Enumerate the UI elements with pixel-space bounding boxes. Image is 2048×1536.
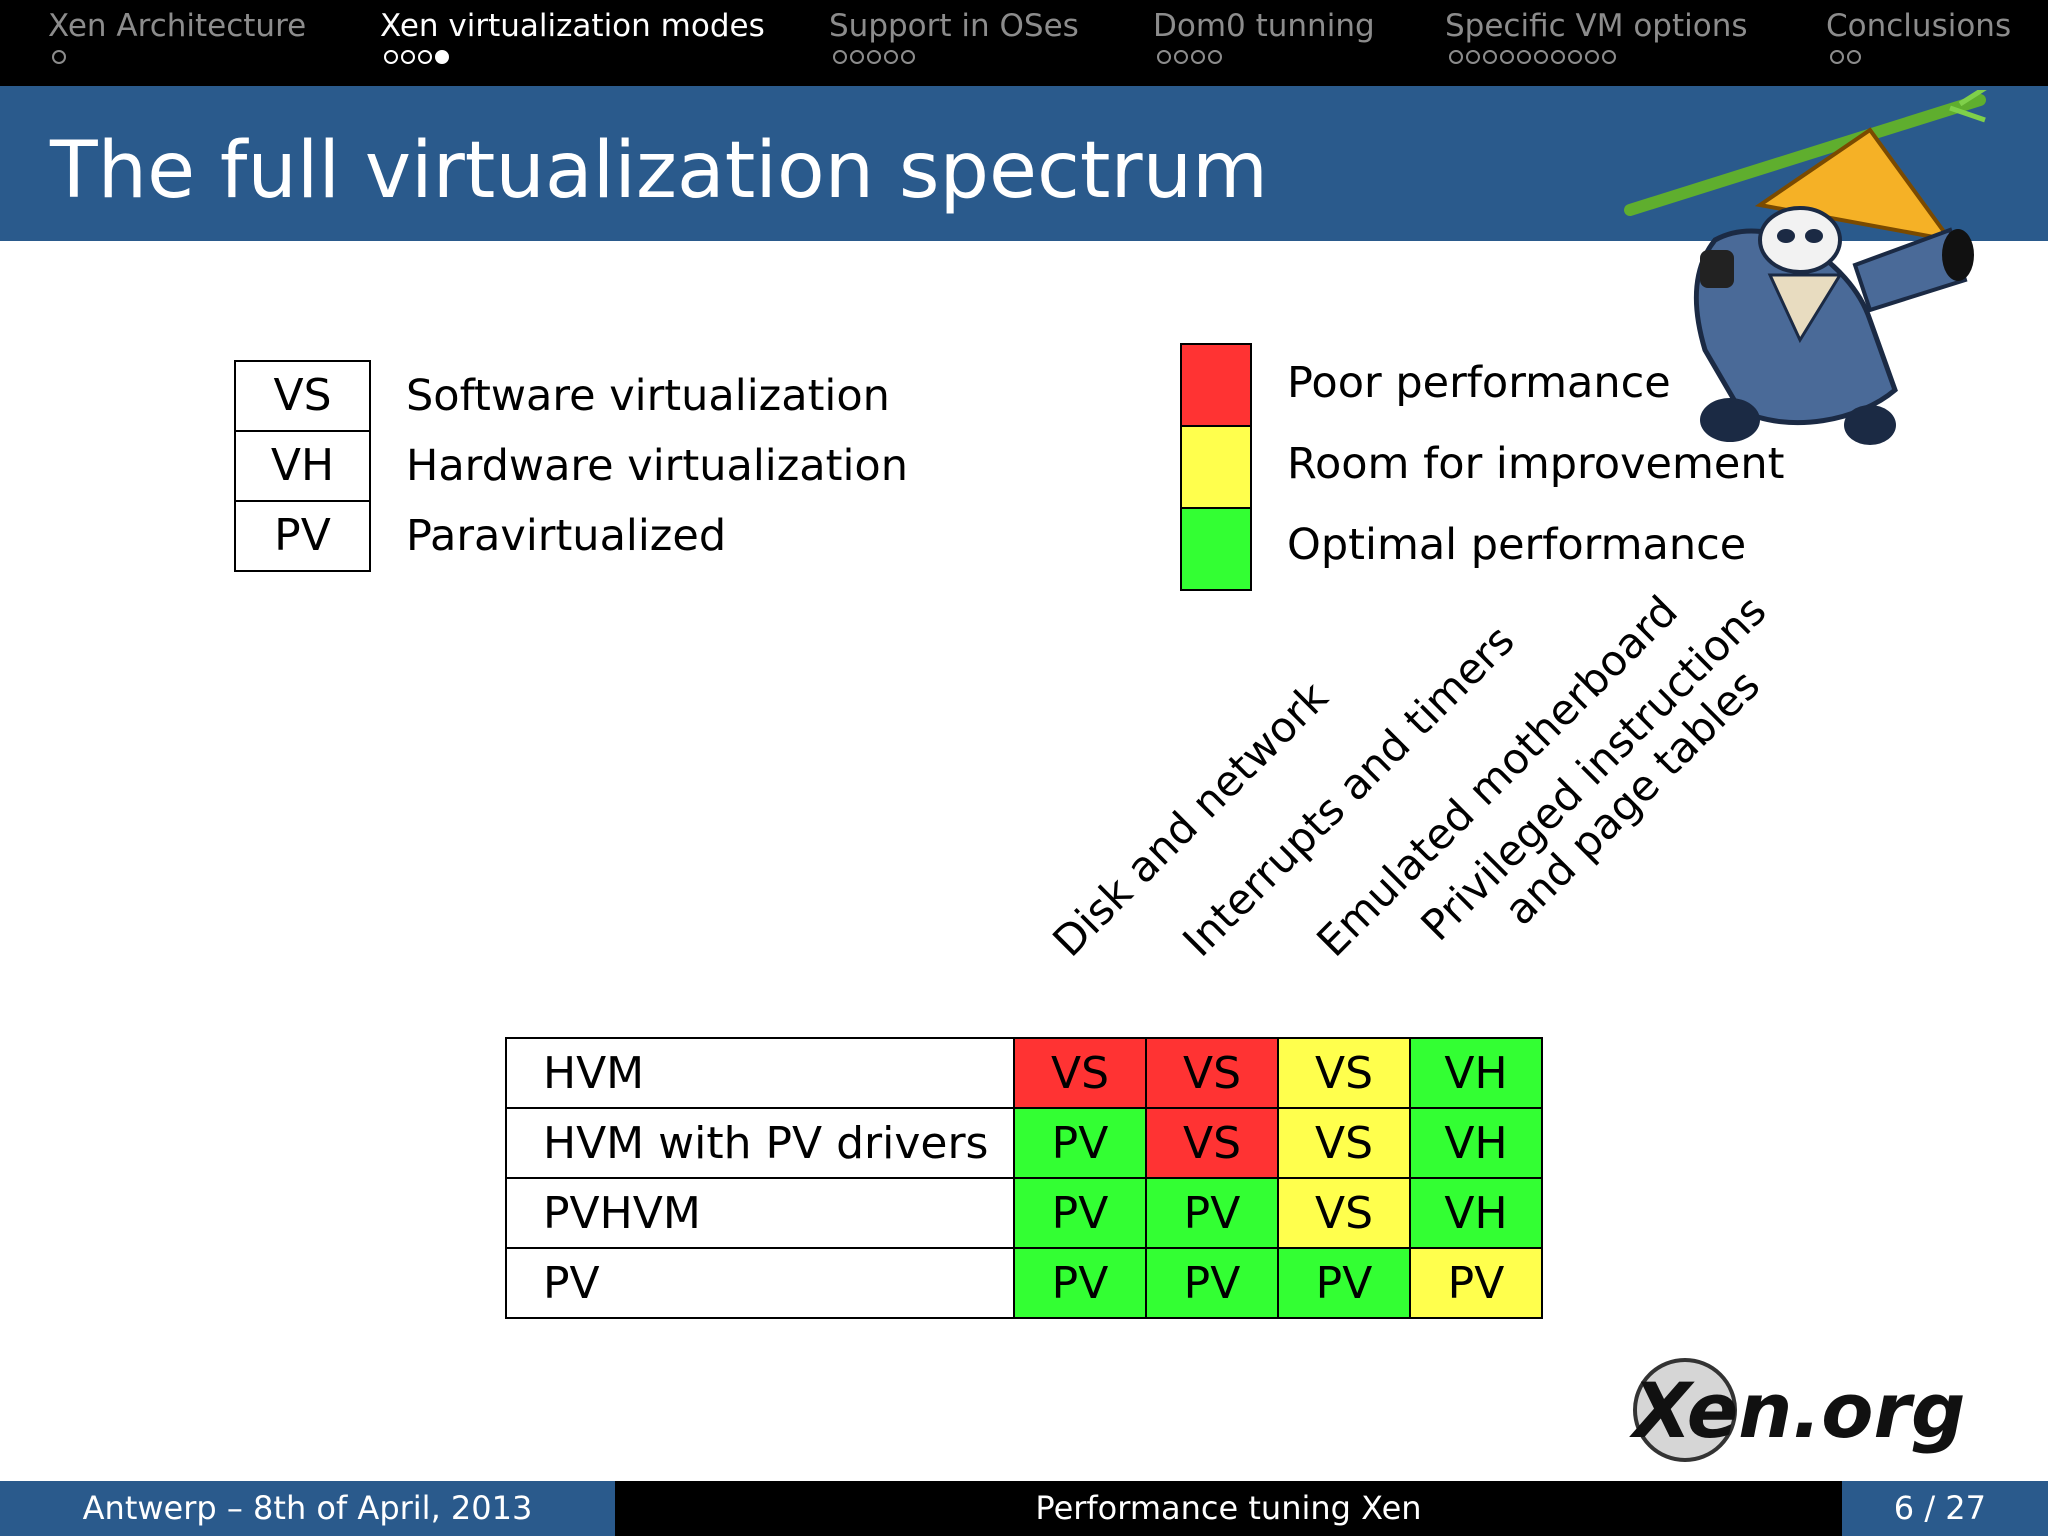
section-navigation: Xen Architecture Xen virtualization mode… [0, 0, 2048, 86]
footer: Antwerp – 8th of April, 2013 Performance… [0, 1481, 2048, 1536]
nav-frame-dot[interactable] [1449, 50, 1463, 64]
nav-frame-dot[interactable] [1191, 50, 1205, 64]
nav-frame-dot[interactable] [1483, 50, 1497, 64]
nav-frame-dot[interactable] [1602, 50, 1616, 64]
table-row: HVM VS VS VS VH [505, 1037, 1543, 1109]
nav-frame-dot[interactable] [401, 50, 415, 64]
label-poor-performance: Poor performance [1287, 358, 1671, 408]
matrix-cell: VH [1409, 1107, 1543, 1179]
nav-frame-dot[interactable] [1174, 50, 1188, 64]
column-header-line-2: and page tables [1494, 660, 1770, 935]
nav-frame-dot[interactable] [1157, 50, 1171, 64]
nav-section-conclusions[interactable]: Conclusions [1826, 6, 2011, 64]
table-row: HVM with PV drivers PV VS VS VH [505, 1107, 1543, 1179]
nav-frame-dot[interactable] [1534, 50, 1548, 64]
row-label: HVM [505, 1037, 1015, 1109]
title-bar: The full virtualization spectrum [0, 86, 2048, 241]
nav-frame-dot[interactable] [1847, 50, 1861, 64]
nav-frame-dots [1830, 50, 2011, 64]
nav-frame-dot[interactable] [833, 50, 847, 64]
matrix-cell: VS [1277, 1107, 1411, 1179]
matrix-cell: VS [1013, 1037, 1147, 1109]
matrix-cell: VH [1409, 1037, 1543, 1109]
label-optimal-performance: Optimal performance [1287, 520, 1747, 570]
swatch-optimal [1182, 509, 1250, 589]
xen-org-logo-text: Xen.org [1629, 1366, 1965, 1455]
matrix-cell: VS [1145, 1037, 1279, 1109]
footer-talk-title: Performance tuning Xen [615, 1481, 1842, 1536]
matrix-cell: VS [1277, 1037, 1411, 1109]
nav-frame-dot[interactable] [1517, 50, 1531, 64]
nav-section-specific-vm-options[interactable]: Specific VM options [1445, 6, 1748, 64]
nav-frame-dot[interactable] [1830, 50, 1844, 64]
row-label: PV [505, 1247, 1015, 1319]
nav-frame-dot[interactable] [1466, 50, 1480, 64]
performance-color-legend [1180, 343, 1252, 591]
nav-frame-dot[interactable] [435, 50, 449, 64]
nav-section-title: Dom0 tunning [1153, 8, 1375, 44]
nav-section-title: Support in OSes [829, 8, 1079, 44]
nav-frame-dot[interactable] [1208, 50, 1222, 64]
nav-section-title: Specific VM options [1445, 8, 1748, 44]
matrix-cell: PV [1145, 1177, 1279, 1249]
mode-legend-box: VS VH PV [234, 360, 371, 572]
table-row: PVHVM PV PV VS VH [505, 1177, 1543, 1249]
nav-frame-dot[interactable] [52, 50, 66, 64]
xen-org-logo: Xen.org [1629, 1358, 1965, 1462]
nav-frame-dot[interactable] [1551, 50, 1565, 64]
nav-frame-dot[interactable] [884, 50, 898, 64]
slide-title: The full virtualization spectrum [50, 126, 1268, 216]
nav-frame-dot[interactable] [418, 50, 432, 64]
nav-section-xen-architecture[interactable]: Xen Architecture [48, 6, 306, 64]
matrix-cell: VH [1409, 1177, 1543, 1249]
nav-frame-dots [1449, 50, 1748, 64]
nav-frame-dots [833, 50, 1079, 64]
swatch-poor [1182, 345, 1250, 427]
nav-frame-dots [1157, 50, 1375, 64]
nav-section-title: Conclusions [1826, 8, 2012, 44]
nav-frame-dot[interactable] [1500, 50, 1514, 64]
nav-section-dom0-tunning[interactable]: Dom0 tunning [1153, 6, 1375, 64]
virtualization-matrix: HVM VS VS VS VH HVM with PV drivers PV V… [505, 1037, 1543, 1319]
legend-abbr-vs: VS [236, 362, 369, 432]
legend-desc-software: Software virtualization [406, 371, 890, 421]
nav-frame-dots [52, 50, 306, 64]
label-room-for-improvement: Room for improvement [1287, 439, 1785, 489]
legend-desc-hardware: Hardware virtualization [406, 441, 908, 491]
row-label: HVM with PV drivers [505, 1107, 1015, 1179]
nav-frame-dot[interactable] [901, 50, 915, 64]
matrix-cell: PV [1145, 1247, 1279, 1319]
legend-abbr-pv: PV [274, 510, 331, 561]
nav-frame-dot[interactable] [384, 50, 398, 64]
legend-abbr-vh: VH [236, 432, 369, 502]
matrix-cell: VS [1277, 1177, 1411, 1249]
nav-section-xen-virtualization-modes[interactable]: Xen virtualization modes [380, 6, 765, 64]
swatch-improvement [1182, 427, 1250, 509]
nav-frame-dots [384, 50, 765, 64]
nav-frame-dot[interactable] [1585, 50, 1599, 64]
matrix-cell: PV [1013, 1107, 1147, 1179]
matrix-cell: PV [1013, 1247, 1147, 1319]
nav-frame-dot[interactable] [1568, 50, 1582, 64]
footer-page-number: 6 / 27 [1842, 1481, 2048, 1536]
matrix-cell: PV [1277, 1247, 1411, 1319]
table-row: PV PV PV PV PV [505, 1247, 1543, 1319]
footer-location-date: Antwerp – 8th of April, 2013 [0, 1481, 615, 1536]
matrix-cell: VS [1145, 1107, 1279, 1179]
nav-section-title: Xen Architecture [48, 8, 307, 44]
nav-frame-dot[interactable] [867, 50, 881, 64]
matrix-cell: PV [1013, 1177, 1147, 1249]
matrix-cell: PV [1409, 1247, 1543, 1319]
nav-frame-dot[interactable] [850, 50, 864, 64]
legend-desc-paravirtualized: Paravirtualized [406, 511, 727, 561]
row-label: PVHVM [505, 1177, 1015, 1249]
nav-section-support-in-oses[interactable]: Support in OSes [829, 6, 1079, 64]
nav-section-title: Xen virtualization modes [380, 8, 765, 44]
panda-mascot-icon [1624, 90, 1987, 445]
